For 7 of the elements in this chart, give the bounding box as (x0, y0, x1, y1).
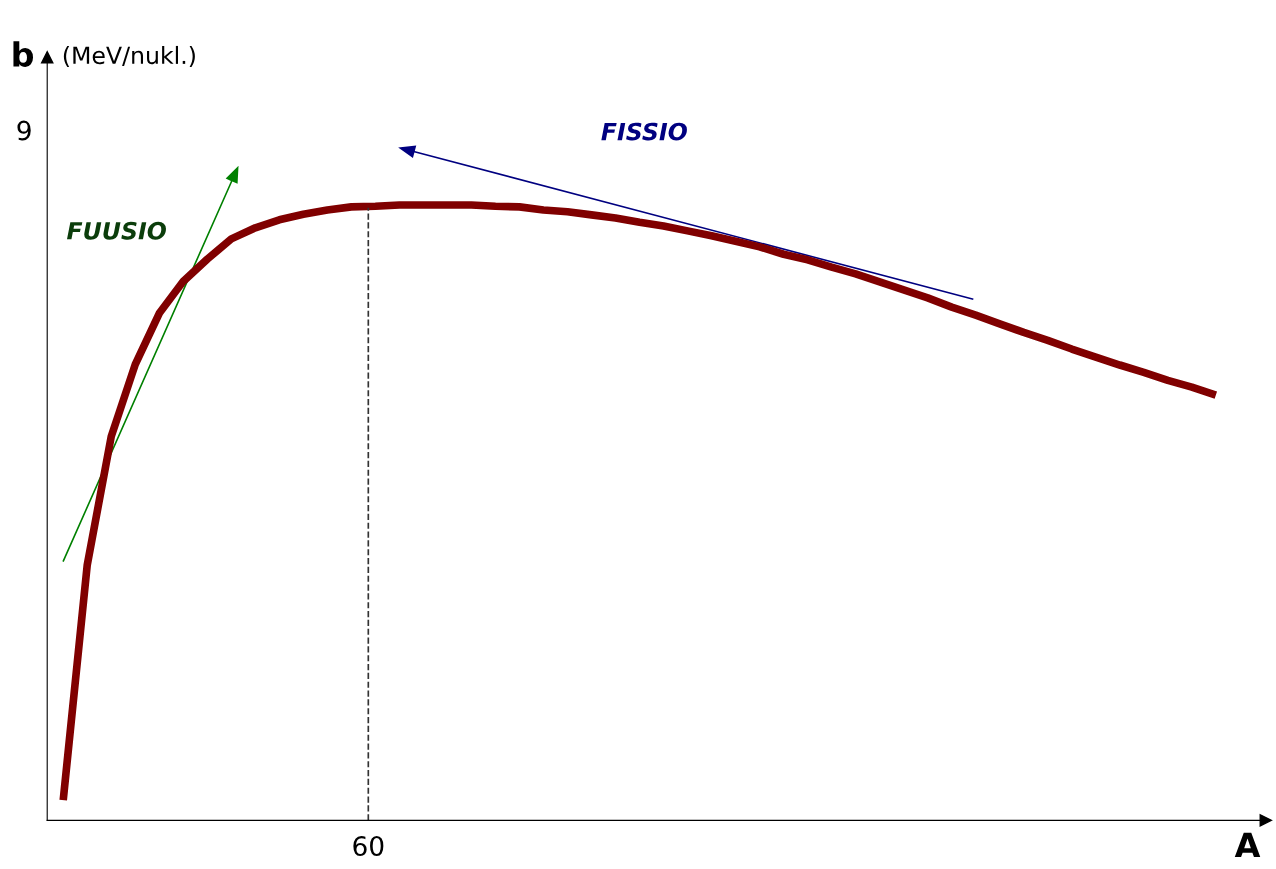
annotation: FUUSIO (67, 221, 166, 240)
y-axis-title: b (13, 41, 34, 68)
text: 60 (353, 836, 384, 857)
text: FISSIO (601, 122, 687, 141)
chart-subtitle: (MeV/nukl.) (63, 45, 195, 67)
x-axis-title: A (1234, 832, 1261, 858)
text: 9 (17, 120, 31, 141)
